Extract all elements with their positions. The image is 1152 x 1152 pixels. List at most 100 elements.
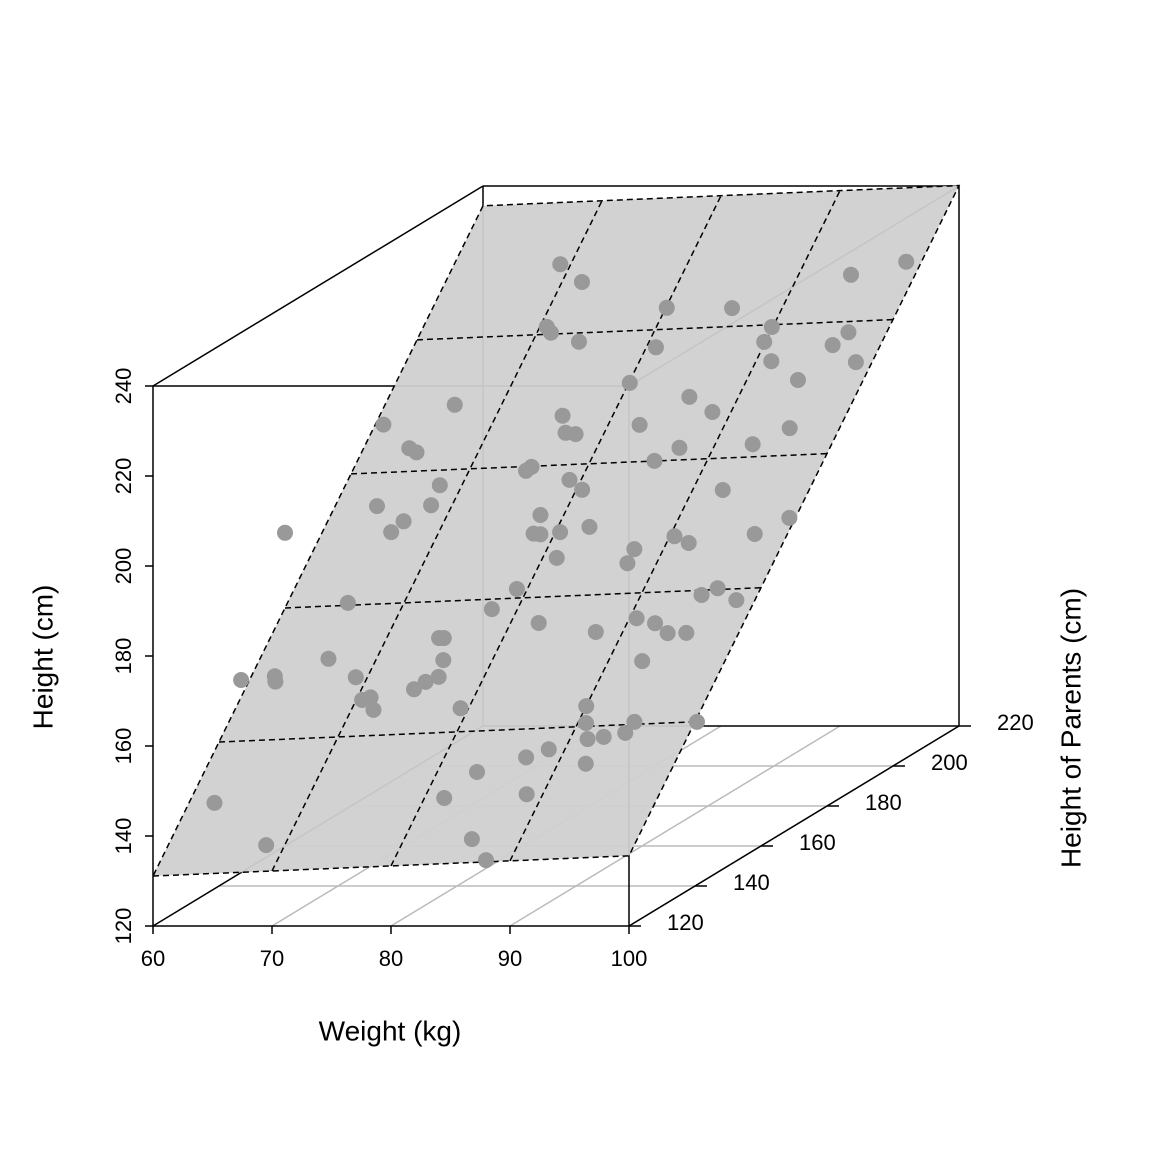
x-tick-label: 70 xyxy=(260,946,284,971)
data-point xyxy=(579,731,596,748)
x-tick-label: 90 xyxy=(498,946,522,971)
data-point xyxy=(898,253,915,270)
data-point xyxy=(532,507,549,523)
data-point xyxy=(681,388,698,405)
data-point xyxy=(452,700,469,717)
data-point xyxy=(688,713,705,730)
data-point xyxy=(518,749,535,766)
data-point xyxy=(744,436,761,453)
data-point xyxy=(365,701,382,718)
data-point xyxy=(573,273,590,290)
data-point xyxy=(763,353,780,370)
data-point xyxy=(518,786,535,803)
data-point xyxy=(267,673,284,690)
data-point xyxy=(417,673,434,690)
plane-grid-line xyxy=(509,190,841,862)
data-point xyxy=(680,534,697,551)
data-point xyxy=(678,624,695,641)
data-point xyxy=(647,615,664,632)
data-point xyxy=(435,652,452,669)
data-point xyxy=(626,541,643,558)
data-point xyxy=(658,299,675,316)
y-tick-label: 180 xyxy=(865,790,902,815)
box-edge xyxy=(152,185,484,387)
data-point xyxy=(746,525,763,542)
data-point xyxy=(693,586,710,603)
data-point xyxy=(631,416,648,433)
y-tick-label: 120 xyxy=(667,910,704,935)
data-point xyxy=(431,477,448,494)
data-point xyxy=(532,526,549,543)
data-point xyxy=(646,452,663,469)
data-point xyxy=(408,444,425,461)
data-point xyxy=(617,724,634,741)
data-point xyxy=(626,713,643,730)
data-point xyxy=(320,650,337,667)
data-point xyxy=(647,339,664,356)
data-point xyxy=(375,416,392,433)
data-point xyxy=(469,763,485,780)
data-point xyxy=(354,691,371,708)
x-tick-label: 80 xyxy=(379,946,403,971)
data-point xyxy=(595,728,612,745)
data-point xyxy=(666,528,683,545)
data-point xyxy=(671,439,688,456)
data-point xyxy=(728,592,745,609)
data-point xyxy=(781,509,798,526)
data-point xyxy=(435,630,452,647)
data-point xyxy=(704,404,721,420)
data-point xyxy=(339,594,356,611)
data-point xyxy=(423,497,440,514)
z-tick-label: 240 xyxy=(111,368,136,405)
data-point xyxy=(847,354,864,371)
data-point xyxy=(724,300,741,317)
z-tick-label: 120 xyxy=(111,908,136,945)
data-point xyxy=(436,790,453,806)
data-point xyxy=(574,481,591,498)
data-point xyxy=(634,653,651,670)
z-tick-label: 160 xyxy=(111,728,136,765)
data-point xyxy=(840,324,857,341)
data-point xyxy=(567,426,584,443)
data-point xyxy=(570,333,587,350)
data-point xyxy=(554,407,571,424)
plane-grid-line xyxy=(271,200,603,872)
data-point xyxy=(763,318,780,335)
data-point xyxy=(463,831,480,848)
z-tick-label: 220 xyxy=(111,458,136,495)
box-edge xyxy=(628,725,960,927)
data-point xyxy=(540,741,557,758)
data-point xyxy=(233,672,250,688)
y-axis-title: Height of Parents (cm) xyxy=(1055,588,1086,868)
data-point xyxy=(659,625,676,642)
data-point xyxy=(395,513,412,530)
floor-grid-line xyxy=(509,725,841,927)
data-point xyxy=(824,337,841,354)
data-point xyxy=(621,374,638,391)
data-point xyxy=(383,524,400,541)
x-tick-label: 60 xyxy=(141,946,165,971)
x-axis-title: Weight (kg) xyxy=(319,1015,462,1046)
data-point xyxy=(542,324,559,341)
data-point xyxy=(508,580,525,597)
data-point xyxy=(756,333,773,350)
data-point xyxy=(577,755,594,772)
data-point xyxy=(714,482,731,498)
data-point xyxy=(347,669,364,686)
data-point xyxy=(552,524,569,541)
data-point xyxy=(206,794,223,811)
data-point xyxy=(478,852,494,869)
data-point xyxy=(842,266,859,283)
y-tick-label: 200 xyxy=(931,750,968,775)
data-point xyxy=(561,471,578,488)
z-tick-label: 180 xyxy=(111,638,136,675)
data-point xyxy=(789,372,806,388)
data-point xyxy=(619,555,636,572)
z-axis-title: Height (cm) xyxy=(27,585,58,730)
data-point xyxy=(277,524,293,541)
data-point xyxy=(709,580,726,597)
data-point xyxy=(781,420,798,437)
data-point xyxy=(430,668,447,685)
data-point xyxy=(483,601,500,618)
